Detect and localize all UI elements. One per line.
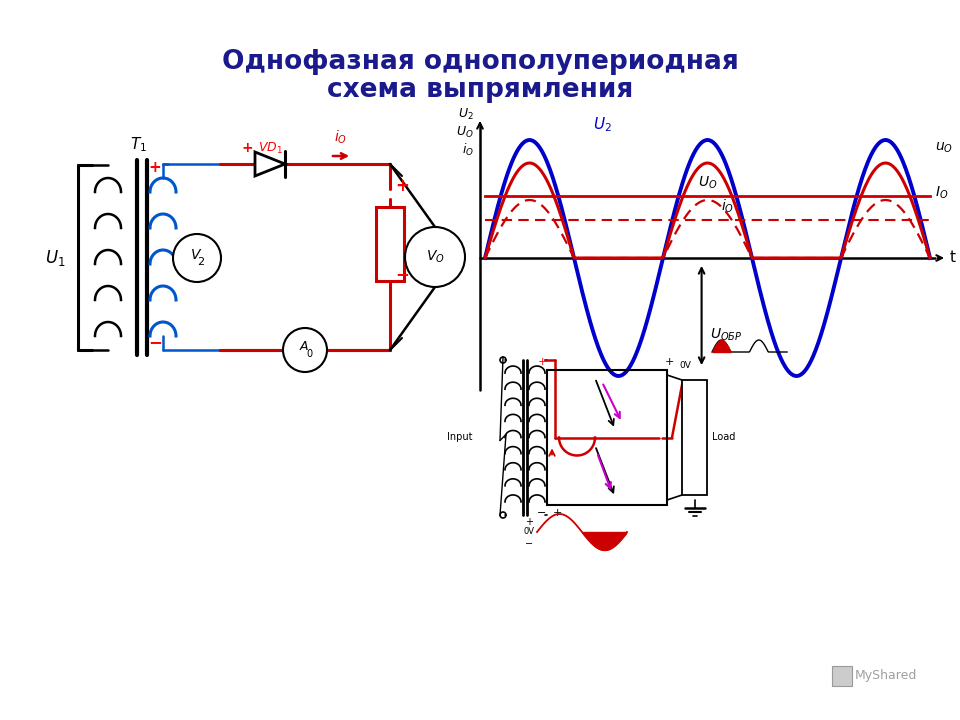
Text: −: − <box>525 539 533 549</box>
Text: $V$: $V$ <box>190 248 203 262</box>
Text: +: + <box>149 161 161 176</box>
Text: MyShared: MyShared <box>855 668 918 682</box>
Text: $U_O$: $U_O$ <box>698 175 717 191</box>
Text: −: − <box>148 333 162 351</box>
Text: $I_O$: $I_O$ <box>935 185 948 201</box>
Text: $U_{ОБР}$: $U_{ОБР}$ <box>710 327 743 343</box>
Text: $U_1$: $U_1$ <box>45 248 65 268</box>
Text: Input: Input <box>447 433 473 443</box>
Text: Однофазная однополупериодная: Однофазная однополупериодная <box>222 49 738 75</box>
Text: −: − <box>538 508 546 518</box>
Text: +: + <box>538 357 546 367</box>
Text: $U_2$: $U_2$ <box>593 115 612 134</box>
Text: $U_2$: $U_2$ <box>458 107 474 122</box>
Text: $i_O$: $i_O$ <box>721 197 734 215</box>
Text: $i_O$: $i_O$ <box>462 142 474 158</box>
Text: −: − <box>395 265 409 283</box>
Circle shape <box>283 328 327 372</box>
Text: $R_H$: $R_H$ <box>410 235 430 253</box>
Text: +: + <box>525 517 533 527</box>
Text: $A$: $A$ <box>299 341 309 354</box>
Text: схема выпрямления: схема выпрямления <box>326 77 634 103</box>
Bar <box>376 207 404 281</box>
Text: +: + <box>241 141 253 155</box>
Text: t: t <box>950 251 956 266</box>
Text: 0: 0 <box>306 349 312 359</box>
Polygon shape <box>255 152 285 176</box>
Text: $u_O$: $u_O$ <box>935 140 953 155</box>
Text: $i_O$: $i_O$ <box>334 129 348 146</box>
Text: 0V: 0V <box>679 361 691 371</box>
Text: $T_1$: $T_1$ <box>130 135 147 154</box>
Bar <box>547 370 667 505</box>
Text: +: + <box>395 177 409 195</box>
Text: 0V: 0V <box>523 528 535 536</box>
Text: +: + <box>664 357 674 367</box>
Text: $VD_1$: $VD_1$ <box>258 140 283 156</box>
Bar <box>682 380 707 495</box>
Circle shape <box>405 227 465 287</box>
Text: 2: 2 <box>198 257 204 267</box>
Text: +: + <box>552 508 562 518</box>
Bar <box>832 666 852 686</box>
Text: Load: Load <box>712 433 735 443</box>
Text: $U_O$: $U_O$ <box>456 125 474 140</box>
Circle shape <box>173 234 221 282</box>
Text: $V_O$: $V_O$ <box>425 249 444 265</box>
